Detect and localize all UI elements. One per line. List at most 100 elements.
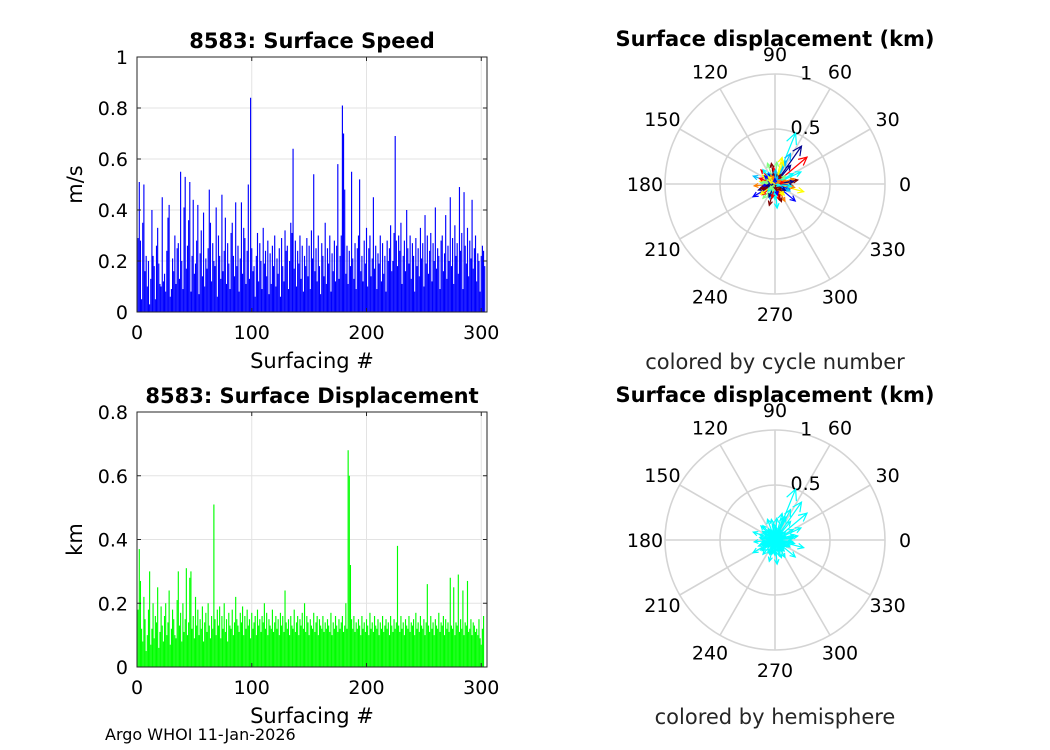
speed-bars — [137, 97, 486, 312]
vector-head — [773, 558, 780, 566]
polar-angle-label: 30 — [875, 465, 899, 487]
polar-spoke — [774, 444, 831, 541]
vector-head — [780, 552, 786, 559]
speed-xlabel: Surfacing # — [250, 349, 374, 373]
vector-head — [776, 182, 782, 187]
vector-arrow — [774, 179, 782, 185]
x-tick-label: 200 — [348, 677, 384, 699]
x-tick-label: 0 — [131, 322, 143, 344]
vector-head — [773, 516, 780, 523]
vector-head — [776, 535, 782, 541]
speed-ylabel: m/s — [63, 165, 87, 203]
polar-cycle-caption: colored by cycle number — [645, 350, 905, 374]
polar-radius-label: 1 — [800, 419, 812, 441]
vector-head — [773, 168, 778, 174]
polar-spoke — [774, 88, 831, 185]
vector-head — [758, 533, 764, 538]
vector-head — [789, 551, 797, 558]
vector-head — [767, 175, 773, 181]
polar-radius-label: 1 — [800, 63, 812, 85]
vector-head — [773, 524, 778, 530]
vector-arrow — [772, 533, 778, 541]
vector-head — [752, 182, 759, 189]
polar-hemisphere-caption: colored by hemisphere — [655, 705, 896, 729]
polar-radius-label: 0.5 — [791, 117, 821, 139]
vector-arrow — [765, 538, 776, 544]
vector-head — [779, 180, 785, 186]
vector-arrow — [768, 183, 776, 191]
footer-label: Argo WHOI 11-Jan-2026 — [105, 725, 296, 744]
x-tick-label: 100 — [234, 322, 270, 344]
vector-head — [767, 536, 774, 541]
vector-head — [789, 179, 795, 185]
vector-head — [778, 190, 784, 196]
polar-spoke — [774, 183, 871, 240]
vector-head — [781, 531, 787, 536]
speed-panel: 0 100 200 300 0 0.2 0.4 0.6 0.8 1 8583: Surface Sp… — [63, 29, 499, 373]
vector-head — [763, 531, 769, 536]
vector-arrow — [774, 182, 782, 187]
displacement-panel: 0 100 200 300 0 0.2 0.4 0.6 0.8 8583: Surface Dis… — [63, 384, 499, 728]
vector-head — [759, 536, 765, 542]
vector-head — [785, 164, 792, 171]
y-tick-label: 0.2 — [98, 251, 128, 273]
polar-cycle-title: Surface displacement (km) — [615, 27, 934, 51]
vector-head — [787, 539, 793, 545]
speed-title: 8583: Surface Speed — [189, 29, 435, 53]
vector-head — [785, 543, 792, 548]
vector-head — [779, 536, 785, 542]
vector-head — [776, 538, 782, 543]
polar-spoke — [719, 444, 776, 541]
vector-head — [762, 536, 769, 541]
polar-hemisphere-title: Surface displacement (km) — [615, 383, 934, 407]
x-tick-label: 300 — [463, 677, 499, 699]
vector-head — [767, 180, 774, 185]
vector-head — [763, 175, 769, 180]
x-tick-label: 0 — [131, 677, 143, 699]
polar-cycle-panel: 0 30 60 90 120 150 180 210 240 270 300 330 0.5 1 Surfa… — [615, 27, 934, 374]
vector-head — [786, 131, 798, 146]
polar-angle-label: 90 — [763, 44, 787, 66]
vector-head — [777, 529, 782, 535]
polar-angle-label: 60 — [828, 417, 852, 439]
vector-head — [751, 174, 759, 181]
vector-shaft — [766, 183, 776, 187]
vector-head — [772, 551, 778, 557]
vector-arrow — [772, 177, 778, 185]
vector-head — [766, 518, 772, 525]
vector-head — [797, 542, 806, 550]
vector-head — [770, 193, 775, 200]
vector-head — [772, 533, 778, 539]
vector-head — [759, 546, 765, 551]
vector-head — [767, 556, 773, 563]
vector-shaft — [766, 539, 776, 543]
vector-head — [752, 538, 759, 545]
vector-arrow — [773, 183, 778, 192]
vector-head — [774, 546, 779, 553]
vector-arrow — [773, 539, 778, 548]
polar-angle-label: 240 — [692, 287, 728, 309]
polar-angle-label: 0 — [899, 530, 911, 552]
y-tick-label: 0 — [116, 302, 128, 324]
vector-head — [778, 197, 783, 203]
vector-head — [789, 535, 795, 541]
polar-angle-label: 120 — [692, 417, 728, 439]
vector-head — [762, 168, 767, 174]
vector-head — [762, 180, 769, 185]
polar-angle-label: 180 — [627, 174, 663, 196]
y-tick-label: 0.4 — [98, 530, 128, 552]
vector-arrow — [774, 535, 782, 541]
vector-arrow — [768, 539, 776, 547]
vector-head — [779, 515, 785, 523]
polar-angle-label: 180 — [627, 530, 663, 552]
vector-head — [758, 177, 764, 182]
vector-head — [751, 191, 759, 198]
vector-head — [762, 524, 767, 530]
vector-head — [776, 542, 782, 548]
displacement-title: 8583: Surface Displacement — [145, 384, 478, 408]
vector-head — [768, 541, 774, 547]
vector-arrow — [767, 536, 776, 541]
vector-head — [781, 175, 787, 180]
vector-head — [785, 187, 792, 192]
polar-angle-label: 30 — [875, 109, 899, 131]
